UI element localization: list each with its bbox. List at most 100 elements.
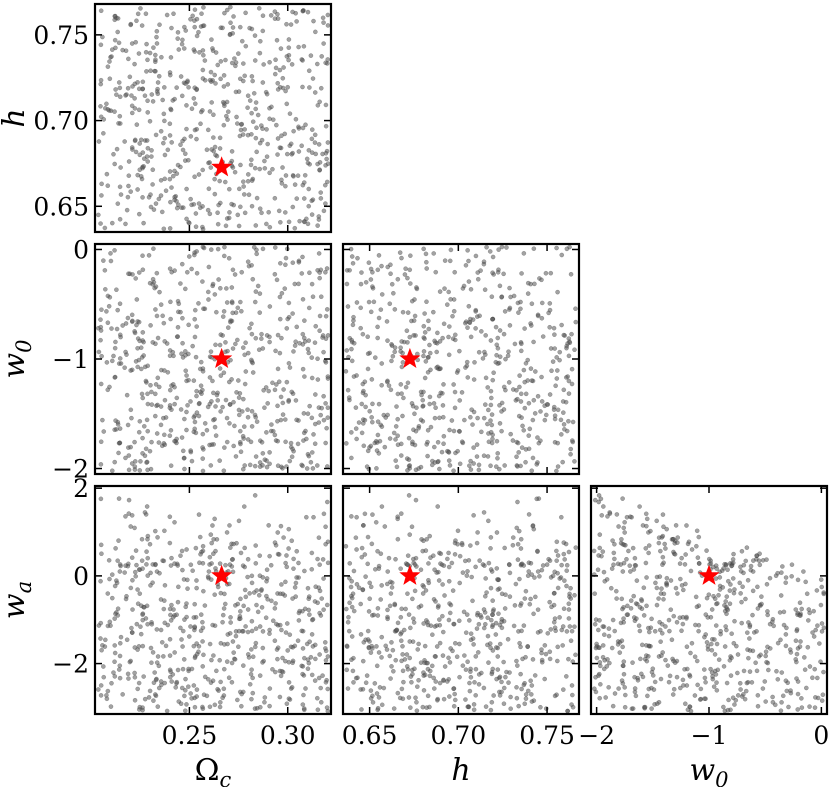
sample-point [297,218,302,224]
sample-point [361,443,367,449]
sample-point [260,645,266,651]
sample-point [405,553,411,559]
x-tick-label: 0.70 [431,721,487,750]
sample-point [445,556,450,562]
sample-point [234,697,240,703]
x-tick-label: 0.25 [162,721,218,750]
sample-point [671,686,677,692]
sample-point [714,680,719,685]
sample-point [145,621,150,627]
sample-point [116,667,122,672]
sample-point [200,368,206,374]
sample-point [296,259,302,265]
sample-point [309,450,315,455]
sample-point [388,387,394,393]
sample-point [98,496,104,502]
sample-point [309,136,315,142]
sample-point [307,639,313,645]
sample-point [493,620,499,626]
sample-point [300,296,306,302]
sample-point [563,674,569,679]
sample-point [109,54,114,59]
sample-point [257,38,263,44]
sample-point [277,67,283,73]
sample-point [473,654,479,659]
sample-point [323,359,329,365]
sample-point [725,707,731,713]
sample-point [370,699,376,705]
sample-point [707,562,712,567]
sample-point [451,703,457,709]
sample-point [207,442,212,448]
sample-point [246,192,252,198]
sample-point [184,186,189,192]
sample-point [519,341,524,347]
sample-point [139,536,145,542]
sample-point [296,281,301,287]
sample-point [190,343,196,349]
sample-point [660,562,665,567]
sample-point [395,416,401,422]
sample-point [230,165,236,170]
sample-point [290,660,295,666]
sample-point [167,636,173,642]
sample-point [666,617,672,623]
sample-point [279,335,284,341]
sample-point [566,391,572,397]
sample-point [126,271,131,277]
sample-point [194,651,200,657]
sample-point [168,199,173,205]
sample-point [597,545,603,551]
sample-point [283,579,288,585]
sample-point [452,551,458,557]
sample-point [495,269,501,275]
sample-point [140,330,146,335]
sample-point [217,704,223,710]
sample-point [554,658,560,664]
sample-point [507,305,513,311]
sample-point [315,707,321,713]
sample-point [714,566,720,572]
sample-point [257,553,263,559]
sample-point [188,16,193,22]
sample-point [370,269,375,275]
sample-point [561,551,567,557]
sample-point [569,702,574,707]
sample-point [112,459,118,465]
sample-point [315,356,320,362]
sample-point [301,196,307,201]
sample-point [205,676,211,682]
sample-point [168,463,174,469]
sample-point [709,607,715,612]
sample-point [595,567,601,573]
panel-wa-vs-w0 [589,484,829,716]
sample-point [201,652,206,658]
sample-point [200,706,206,712]
sample-point [174,612,180,618]
sample-point [400,696,406,702]
sample-point [240,466,246,472]
sample-point [403,606,408,612]
sample-point [633,563,639,568]
sample-point [307,403,313,409]
sample-point [259,587,264,592]
sample-point [368,688,374,693]
sample-point [732,587,737,592]
sample-point [395,391,401,397]
sample-point [413,695,418,701]
sample-point [240,78,246,84]
sample-point [624,612,630,618]
sample-point [393,556,398,562]
sample-point [387,436,393,441]
sample-point [539,399,545,404]
sample-point [98,8,104,14]
sample-point [193,354,199,360]
sample-point [311,432,316,437]
sample-point [312,599,318,604]
sample-point [230,310,236,316]
sample-point [212,424,218,430]
y-tick-label: −1 [52,345,89,374]
sample-point [409,298,415,304]
sample-point [638,656,643,662]
sample-point [718,631,723,637]
